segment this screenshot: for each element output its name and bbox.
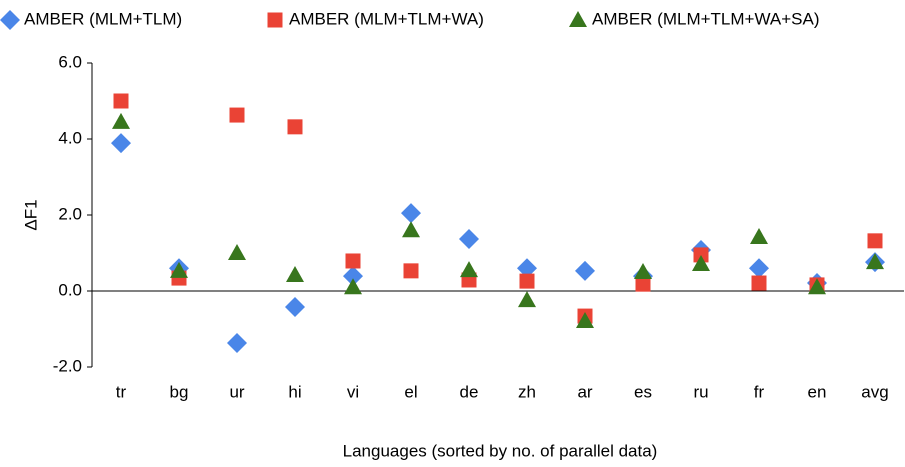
point — [635, 276, 651, 292]
legend-swatch — [0, 10, 20, 30]
point — [285, 296, 305, 317]
point — [749, 258, 769, 279]
x-tick-label: ar — [577, 382, 592, 401]
legend-label: AMBER (MLM+TLM+WA) — [289, 9, 484, 28]
y-tick-label: 6.0 — [58, 52, 82, 71]
point — [286, 266, 304, 283]
legend-swatch — [267, 12, 283, 28]
x-tick-label: avg — [861, 382, 888, 401]
point — [228, 244, 246, 260]
point — [111, 133, 131, 154]
point — [170, 261, 188, 278]
point — [113, 93, 129, 109]
y-tick-label: 4.0 — [58, 128, 82, 147]
y-tick-label: 0.0 — [58, 280, 82, 299]
legend-label: AMBER (MLM+TLM) — [24, 9, 182, 28]
y-tick-label: 2.0 — [58, 204, 82, 223]
x-tick-label: vi — [347, 382, 359, 401]
point — [808, 278, 826, 295]
point — [112, 112, 130, 129]
point — [576, 312, 594, 329]
point — [403, 263, 419, 279]
point — [634, 263, 652, 279]
x-tick-label: hi — [288, 382, 301, 401]
x-tick-label: ur — [229, 382, 244, 401]
legend-swatch — [569, 11, 587, 27]
point — [460, 261, 478, 278]
point — [867, 233, 883, 249]
x-tick-label: el — [404, 382, 417, 401]
x-tick-label: de — [460, 382, 479, 401]
point — [229, 107, 245, 123]
x-tick-label: zh — [518, 382, 536, 401]
point — [750, 228, 768, 245]
y-tick-label: -2.0 — [53, 356, 82, 375]
x-tick-label: bg — [170, 382, 189, 401]
point — [751, 275, 767, 291]
point — [692, 255, 710, 272]
point — [402, 221, 420, 238]
x-tick-label: tr — [116, 382, 127, 401]
point — [344, 278, 362, 295]
point — [866, 253, 884, 270]
legend-label: AMBER (MLM+TLM+WA+SA) — [592, 9, 820, 28]
point — [401, 203, 421, 224]
point — [345, 253, 361, 269]
point — [518, 291, 536, 308]
point — [693, 247, 709, 263]
x-axis-label: Languages (sorted by no. of parallel dat… — [343, 441, 658, 460]
x-tick-label: fr — [754, 382, 765, 401]
point — [343, 266, 363, 287]
x-tick-label: en — [808, 382, 827, 401]
point — [517, 258, 537, 279]
x-tick-label: ru — [693, 382, 708, 401]
y-axis-label: ΔF1 — [21, 199, 40, 230]
point — [227, 333, 247, 354]
point — [287, 119, 303, 135]
point — [519, 273, 535, 289]
point — [459, 228, 479, 249]
point — [575, 260, 595, 281]
x-tick-label: es — [634, 382, 652, 401]
